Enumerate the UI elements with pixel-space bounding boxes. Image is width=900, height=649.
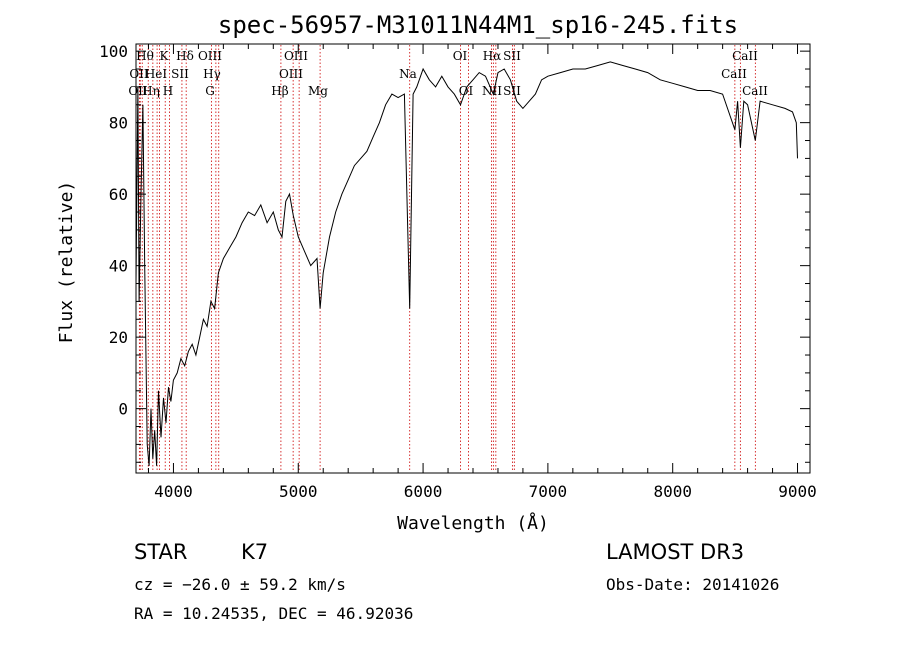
line-marker-label: CaII xyxy=(732,49,758,63)
line-marker-label: Mg xyxy=(308,84,328,98)
line-marker-label: CaII xyxy=(742,84,768,98)
line-marker-label: SII xyxy=(503,84,521,98)
y-tick-label: 0 xyxy=(118,400,128,419)
y-tick-label: 60 xyxy=(109,185,128,204)
y-axis-label: Flux (relative) xyxy=(56,181,77,344)
line-marker-label: G xyxy=(205,84,215,98)
line-marker-label: CaII xyxy=(721,67,747,81)
line-marker-label: HeI xyxy=(145,67,168,81)
line-marker-label: Hα xyxy=(483,49,502,63)
line-marker-label: Hδ xyxy=(176,49,194,63)
line-marker-label: Hθ xyxy=(136,49,154,63)
chart-title: spec-56957-M31011N44M1_sp16-245.fits xyxy=(218,11,738,39)
x-tick-label: 8000 xyxy=(653,482,692,501)
line-marker-label: SII xyxy=(171,67,189,81)
obs-date-text: Obs-Date: 20141026 xyxy=(606,575,779,594)
line-marker-label: OIII xyxy=(198,49,222,63)
line-marker-label: SII xyxy=(503,49,521,63)
plot-frame xyxy=(135,43,811,474)
line-marker-label: K xyxy=(160,49,170,63)
line-marker-label: OIII xyxy=(284,49,308,63)
object-subclass: K7 xyxy=(241,540,268,564)
x-tick-label: 6000 xyxy=(404,482,443,501)
line-marker-label: Na xyxy=(399,67,417,81)
redshift-text: cz = −26.0 ± 59.2 km/s xyxy=(134,575,346,594)
line-marker-label: Hβ xyxy=(271,84,288,98)
survey-name: LAMOST DR3 xyxy=(606,540,744,564)
line-marker-label: OII xyxy=(129,67,149,81)
y-tick-label: 100 xyxy=(99,42,128,61)
coordinates-text: RA = 10.24535, DEC = 46.92036 xyxy=(134,604,413,623)
tick-labels: 4000 5000 6000 7000 8000 9000 0 20 40 60 80 100 xyxy=(99,42,817,501)
x-tick-label: 5000 xyxy=(279,482,318,501)
x-tick-label: 4000 xyxy=(154,482,193,501)
y-tick-label: 80 xyxy=(109,114,128,133)
object-class: STAR xyxy=(134,540,187,564)
y-tick-label: 40 xyxy=(109,257,128,276)
line-marker-label: OIII xyxy=(279,67,303,81)
axis-ticks xyxy=(136,44,810,473)
y-tick-label: 20 xyxy=(109,328,128,347)
line-marker-label: OI xyxy=(459,84,474,98)
line-marker-label: OI xyxy=(453,49,468,63)
line-marker-label: Hγ xyxy=(203,67,221,81)
x-tick-label: 9000 xyxy=(778,482,817,501)
x-axis-label: Wavelength (Å) xyxy=(397,512,549,534)
line-marker-label: Hη xyxy=(142,84,160,98)
spectral-line-markers xyxy=(138,45,756,472)
flux-series-line xyxy=(135,61,798,466)
line-marker-label: H xyxy=(163,84,173,98)
x-tick-label: 7000 xyxy=(529,482,568,501)
